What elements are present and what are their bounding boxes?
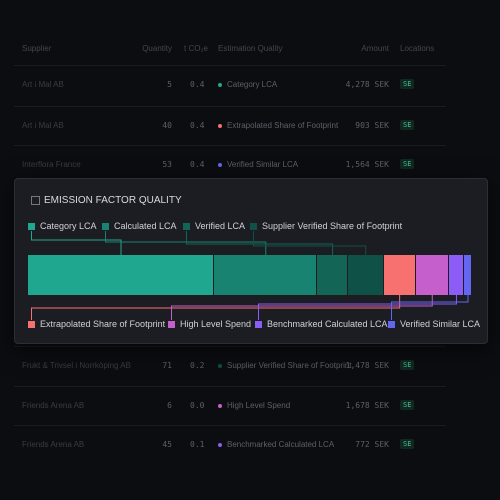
title-icon xyxy=(31,196,40,205)
row-divider xyxy=(14,425,446,426)
quality: High Level Spend xyxy=(227,401,291,410)
column-header: t CO₂e xyxy=(184,44,208,53)
amount: 1,478 SEK xyxy=(345,361,389,370)
legend-swatch xyxy=(250,223,257,230)
column-header: Quantity xyxy=(142,44,172,53)
amount: 772 SEK xyxy=(355,440,389,449)
quantity: 40 xyxy=(162,121,172,130)
legend-swatch xyxy=(28,223,35,230)
bar-segment xyxy=(448,255,463,295)
legend-label: Verified Similar LCA xyxy=(400,319,481,329)
legend-swatch xyxy=(183,223,190,230)
tco2e: 0.2 xyxy=(190,361,205,370)
legend-label: Supplier Verified Share of Footprint xyxy=(262,221,403,231)
supplier: Art i Mal AB xyxy=(22,121,64,130)
amount: 1,678 SEK xyxy=(345,401,389,410)
bar-segment xyxy=(28,255,214,295)
legend-label: Extrapolated Share of Footprint xyxy=(40,319,166,329)
quality: Category LCA xyxy=(227,80,278,89)
row-divider xyxy=(14,145,446,146)
location: SE xyxy=(400,120,415,130)
location: SE xyxy=(400,79,415,89)
column-header: Amount xyxy=(361,44,389,53)
quality: Verified Similar LCA xyxy=(227,160,299,169)
quality-dot xyxy=(218,83,222,87)
tco2e: 0.4 xyxy=(190,121,205,130)
location: SE xyxy=(400,439,415,449)
tco2e: 0.4 xyxy=(190,80,205,89)
location: SE xyxy=(400,400,415,410)
bar-segment xyxy=(415,255,448,295)
bar-segment xyxy=(383,255,415,295)
row-divider xyxy=(14,346,446,347)
quality-dot xyxy=(218,404,222,408)
quantity: 53 xyxy=(162,160,172,169)
row-divider xyxy=(14,65,446,66)
location: SE xyxy=(400,159,415,169)
supplier: Friends Arena AB xyxy=(22,440,85,449)
quality: Extrapolated Share of Footprint xyxy=(227,121,339,130)
quality-dot xyxy=(218,364,222,368)
legend-swatch xyxy=(388,321,395,328)
bar-segment xyxy=(214,255,317,295)
legend-label: High Level Spend xyxy=(180,319,252,329)
quantity: 71 xyxy=(162,361,172,370)
quantity: 6 xyxy=(167,401,172,410)
quality: Benchmarked Calculated LCA xyxy=(227,440,335,449)
column-header: Estimation Quality xyxy=(218,44,283,53)
bar-segment xyxy=(347,255,383,295)
amount: 903 SEK xyxy=(355,121,389,130)
supplier: Friends Arena AB xyxy=(22,401,85,410)
legend-label: Category LCA xyxy=(40,221,97,231)
quality-dot xyxy=(218,124,222,128)
tco2e: 0.0 xyxy=(190,401,205,410)
amount: 4,278 SEK xyxy=(345,80,389,89)
quality-dot xyxy=(218,163,222,167)
legend-swatch xyxy=(28,321,35,328)
quality-dot xyxy=(218,443,222,447)
tco2e: 0.4 xyxy=(190,160,205,169)
tco2e: 0.1 xyxy=(190,440,205,449)
column-header: Supplier xyxy=(22,44,52,53)
quantity: 5 xyxy=(167,80,172,89)
quality: Supplier Verified Share of Footprint xyxy=(227,361,352,370)
column-header: Locations xyxy=(400,44,435,53)
legend-swatch xyxy=(168,321,175,328)
location: SE xyxy=(400,360,415,370)
legend-swatch xyxy=(255,321,262,328)
card-title: EMISSION FACTOR QUALITY xyxy=(44,195,182,206)
legend-label: Benchmarked Calculated LCA xyxy=(267,319,388,329)
amount: 1,564 SEK xyxy=(345,160,389,169)
bar-segment xyxy=(317,255,347,295)
row-divider xyxy=(14,106,446,107)
supplier: Frukt & Trivsel i Norrköping AB xyxy=(22,361,131,370)
row-divider xyxy=(14,386,446,387)
legend-label: Verified LCA xyxy=(195,221,246,231)
legend-label: Calculated LCA xyxy=(114,221,177,231)
quantity: 45 xyxy=(162,440,172,449)
bar-segment xyxy=(464,255,471,295)
supplier: Interflora France xyxy=(22,160,81,169)
legend-swatch xyxy=(102,223,109,230)
supplier: Art i Mal AB xyxy=(22,80,64,89)
